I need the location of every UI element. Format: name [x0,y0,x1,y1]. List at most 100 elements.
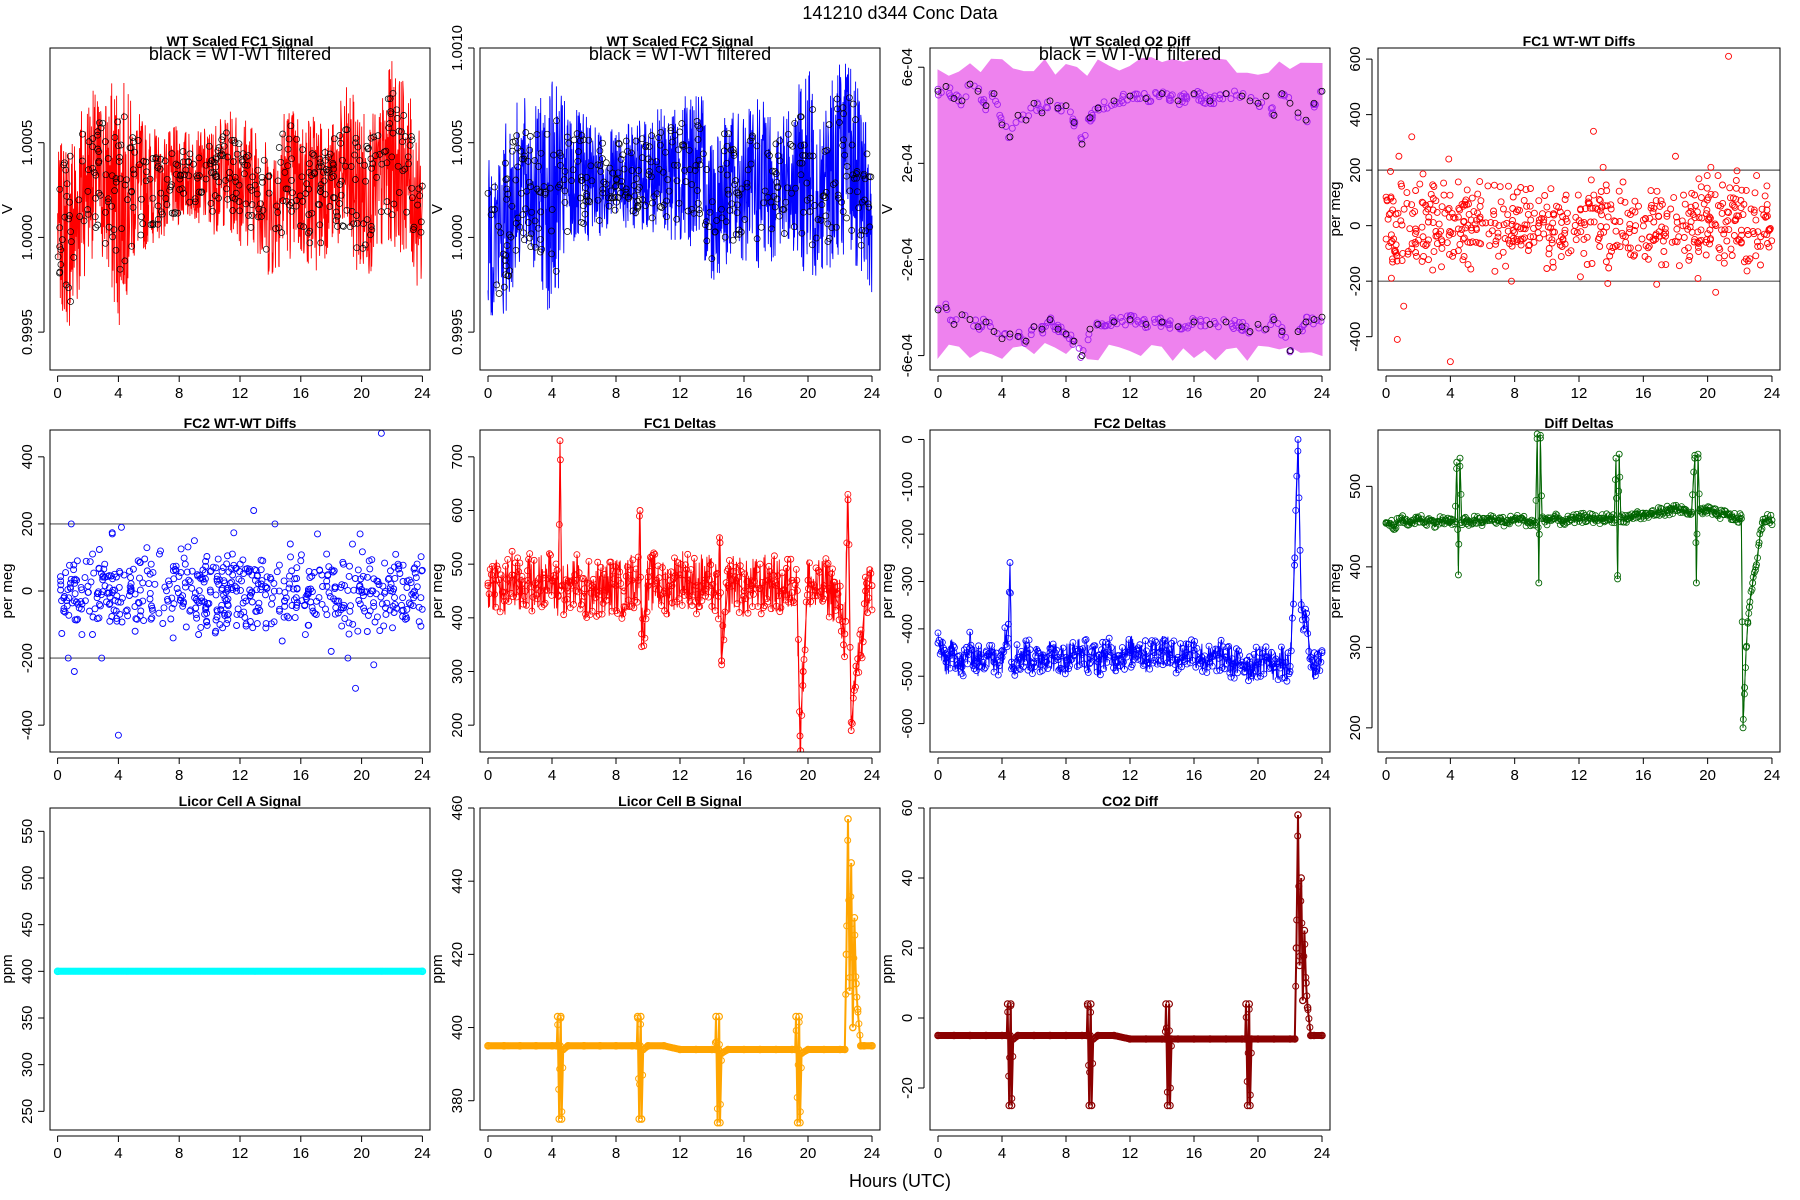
data-point [1684,244,1692,252]
data-point [635,167,642,174]
data-point [771,168,779,175]
data-point [743,179,751,187]
data-point [195,587,203,595]
data-point [604,584,612,592]
data-point [213,613,221,621]
data-point [588,177,596,185]
data-point [337,191,345,199]
data-point [410,223,418,231]
data-point [1126,92,1134,100]
data-point [207,200,215,207]
data-point [85,138,93,145]
data-point [1526,202,1534,210]
data-point [96,191,104,199]
data-point [527,183,534,190]
series-co2-diff [934,811,1326,1110]
data-point [410,565,418,573]
data-point [858,198,866,206]
data-point [315,163,323,171]
data-point [1559,517,1567,525]
data-point [387,108,394,115]
data-point [186,198,194,206]
y-tick-label: -500 [899,661,916,691]
data-point [342,126,350,134]
data-point [1461,201,1469,209]
data-point [1456,240,1464,248]
data-point [673,215,681,223]
y-tick-label: 300 [1347,635,1364,660]
data-point [660,587,668,595]
data-point [92,194,99,202]
plot-frame [1377,429,1781,753]
y-tick-label: 350 [19,1005,36,1030]
data-point [508,571,516,579]
data-point [521,152,528,160]
data-point [523,187,531,195]
data-point [813,234,820,242]
data-point [844,496,852,504]
data-point [330,135,338,143]
data-point [519,211,527,218]
data-point [561,168,569,175]
data-point [1508,220,1516,228]
data-point [1563,209,1571,217]
data-point [62,166,70,174]
y-tick-label: 460 [449,795,466,820]
data-point [248,588,256,596]
data-point [595,217,603,224]
data-point [1008,1095,1016,1102]
data-point [1245,329,1253,337]
data-point [735,191,743,199]
data-point [780,206,788,213]
data-point [630,182,638,189]
data-point [185,172,193,180]
data-point [1646,214,1654,222]
data-point [1610,217,1618,225]
x-tick-label: 12 [1571,385,1588,402]
data-point [715,1041,723,1048]
data-point [722,218,730,225]
data-point [417,218,425,226]
data-point [1548,239,1556,247]
data-point [1650,237,1658,244]
data-point [1165,94,1173,102]
data-point [418,967,427,976]
data-point [1559,236,1567,244]
data-point [1557,253,1565,261]
data-point [1760,211,1768,219]
y-tick-label: 300 [19,1052,36,1077]
data-point [580,136,587,144]
data-point [856,1031,864,1039]
data-point [1712,222,1720,229]
data-point [1403,189,1411,197]
data-point [633,1012,642,1021]
data-point [1390,521,1398,529]
data-point [628,1042,636,1050]
plot-area [934,811,1326,1110]
data-point [1235,647,1242,655]
y-tick-label: 400 [449,1015,466,1040]
data-point [1737,515,1745,522]
data-point [1704,230,1712,238]
data-point [1310,316,1318,323]
data-point [1012,118,1020,126]
x-tick-label: 20 [1250,767,1267,784]
data-point [143,567,151,575]
data-point [635,196,643,204]
series-cell-b [484,815,876,1127]
panel-title: FC1 Deltas [644,415,717,431]
data-point [215,144,223,151]
data-point [116,175,124,183]
data-point [617,189,624,197]
data-point [1418,223,1426,231]
x-tick-label: 0 [484,1145,492,1162]
data-point [248,201,256,208]
data-point [525,178,533,186]
data-point [756,1045,764,1054]
data-point [582,184,589,192]
x-tick-label: 24 [414,767,431,784]
data-point [1514,206,1522,214]
